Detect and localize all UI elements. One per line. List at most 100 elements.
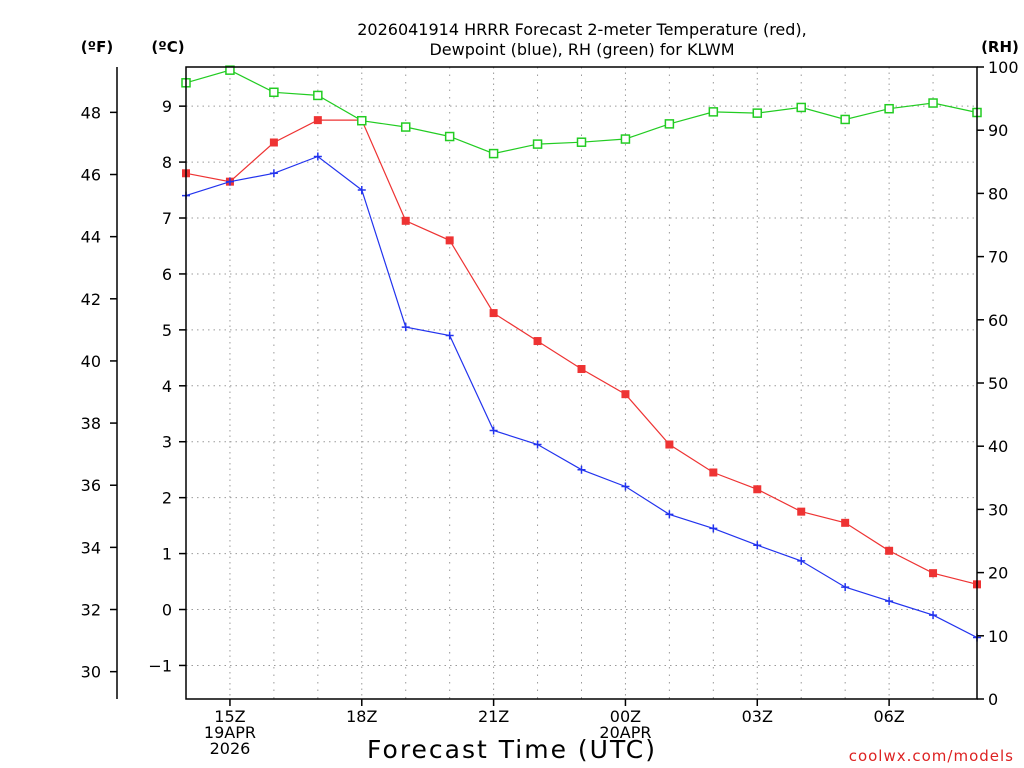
fahrenheit-tick-label: 40 [81,352,101,371]
x-tick-label: 20APR [599,723,651,742]
rh-tick-label: 30 [988,500,1008,519]
rh-point [884,103,894,114]
rh-tick-label: 40 [988,437,1008,456]
temperature-point [621,390,630,399]
temperature-point [885,546,894,555]
fahrenheit-tick-label: 48 [81,103,101,122]
celsius-tick-label: −1 [148,656,172,675]
celsius-tick-label: 4 [162,377,172,396]
rh-point [576,137,587,147]
celsius-tick-label: 2 [162,489,172,508]
dewpoint-point [445,331,454,340]
rh-tick-label: 10 [988,627,1008,646]
dewpoint-point [753,541,762,550]
series-layer [181,65,982,642]
dewpoint-point [885,597,894,606]
rh-tick-label: 70 [988,248,1008,267]
fahrenheit-tick-label: 46 [81,166,101,185]
temperature-point [577,365,586,374]
rh-axis-label: (RH) [981,38,1019,56]
dewpoint-point [533,440,542,449]
chart-title-line-2: Dewpoint (blue), RH (green) for KLWM [429,40,734,59]
rh-point [928,98,938,108]
rh-point [444,131,455,142]
fahrenheit-tick-label: 34 [81,538,101,557]
dewpoint-point [665,510,674,519]
temperature-point [313,116,322,125]
dewpoint-point [797,556,806,565]
celsius-tick-label: 5 [162,321,172,340]
axes-layer: −101234567893032343638404244464801020304… [81,58,1019,758]
temperature-point [797,507,806,516]
fahrenheit-tick-label: 32 [81,601,101,620]
x-tick-label: 21Z [478,707,509,726]
fahrenheit-tick-label: 30 [81,663,101,682]
rh-point [313,90,323,101]
dewpoint-point [357,186,366,195]
rh-point [357,115,367,126]
rh-point [796,102,806,113]
rh-point [664,119,675,129]
grid-lines [186,67,977,699]
rh-tick-label: 90 [988,121,1008,140]
celsius-tick-label: 7 [162,209,172,228]
rh-point [488,148,499,159]
fahrenheit-tick-label: 42 [81,290,101,309]
chart-title-line-1: 2026041914 HRRR Forecast 2-meter Tempera… [357,20,807,39]
dewpoint-point [621,482,630,491]
x-tick-label: 03Z [742,707,773,726]
temperature-point [841,518,850,527]
fahrenheit-tick-label: 44 [81,228,101,247]
dewpoint-point [709,524,718,533]
x-tick-label: 2026 [210,739,251,758]
x-axis-title: Forecast Time (UTC) [367,735,657,764]
fahrenheit-axis-label: (ºF) [81,38,113,56]
temperature-point [489,309,498,318]
rh-point [532,139,543,149]
dewpoint-point [489,426,498,435]
credit-text: coolwx.com/models [849,747,1014,765]
temperature-point [665,440,674,449]
rh-tick-label: 80 [988,184,1008,203]
x-tick-label: 18Z [346,707,377,726]
rh-point [225,65,235,75]
dewpoint-point [313,152,322,161]
x-tick-label: 06Z [873,707,904,726]
fahrenheit-tick-label: 38 [81,414,101,433]
temperature-point [269,138,278,147]
rh-tick-label: 20 [988,564,1008,583]
rh-point [840,114,850,125]
rh-tick-label: 60 [988,311,1008,330]
temperature-point [533,337,542,346]
temperature-point [753,485,762,494]
celsius-tick-label: 8 [162,153,172,172]
rh-point [269,87,279,98]
temperature-point [401,216,410,225]
celsius-tick-label: 3 [162,433,172,452]
rh-point [708,107,719,117]
temperature-point [709,468,718,477]
rh-tick-label: 100 [988,58,1019,77]
rh-point [400,122,411,132]
rh-point [620,134,631,144]
rh-tick-label: 50 [988,374,1008,393]
celsius-tick-label: 0 [162,601,172,620]
dewpoint-point [577,465,586,474]
rh-point [752,108,763,118]
temperature-point [445,236,454,245]
x-tick-label: 19APR [204,723,256,742]
dewpoint-point [401,323,410,332]
rh-tick-label: 0 [988,690,998,709]
celsius-tick-label: 1 [162,545,172,564]
celsius-tick-label: 6 [162,265,172,284]
x-tick-label: 15Z [214,707,245,726]
x-tick-label: 00Z [610,707,641,726]
dewpoint-point [841,583,850,592]
temperature-point [929,569,938,578]
dewpoint-point [269,169,278,178]
celsius-axis-label: (ºC) [151,38,184,56]
celsius-tick-label: 9 [162,97,172,116]
fahrenheit-tick-label: 36 [81,476,101,495]
dewpoint-point [929,611,938,620]
